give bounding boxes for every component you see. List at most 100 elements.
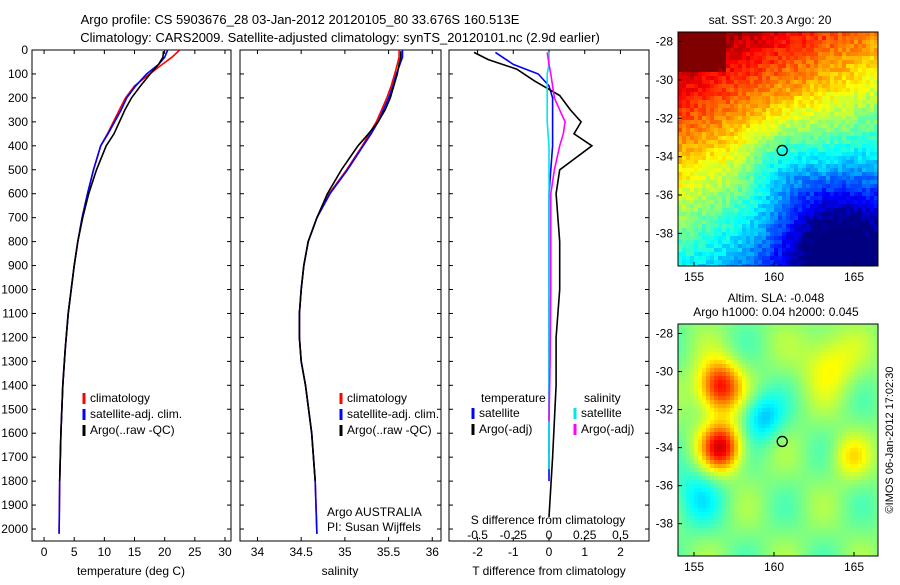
heatmap-cell [842, 108, 847, 113]
heatmap-cell [714, 208, 719, 213]
heatmap-cell [746, 516, 751, 521]
heatmap-cell [702, 80, 707, 85]
heatmap-cell [782, 60, 787, 65]
heatmap-cell [750, 252, 755, 257]
heatmap-cell [678, 84, 683, 89]
heatmap-cell [710, 532, 715, 537]
heatmap-cell [734, 432, 739, 437]
heatmap-cell [798, 164, 803, 169]
heatmap-cell [850, 184, 855, 189]
heatmap-cell [702, 372, 707, 377]
heatmap-cell [846, 172, 851, 177]
heatmap-cell [710, 360, 715, 365]
heatmap-cell [682, 360, 687, 365]
heatmap-cell [738, 172, 743, 177]
heatmap-cell [762, 404, 767, 409]
heatmap-cell [770, 448, 775, 453]
heatmap-cell [722, 372, 727, 377]
heatmap-cell [862, 260, 867, 265]
heatmap-cell [766, 412, 771, 417]
heatmap-cell [806, 132, 811, 137]
heatmap-cell [698, 60, 703, 65]
heatmap-cell [694, 236, 699, 241]
heatmap-cell [798, 68, 803, 73]
heatmap-cell [686, 496, 691, 501]
heatmap-cell [834, 256, 839, 261]
heatmap-cell [714, 140, 719, 145]
heatmap-cell [758, 504, 763, 509]
depth-tick-label: 1300 [1, 354, 28, 368]
heatmap-cell [702, 432, 707, 437]
heatmap-cell [726, 88, 731, 93]
heatmap-cell [702, 492, 707, 497]
heatmap-cell [770, 184, 775, 189]
heatmap-cell [866, 176, 871, 181]
heatmap-cell [870, 252, 875, 257]
heatmap-cell [690, 200, 695, 205]
heatmap-cell [870, 156, 875, 161]
heatmap-cell [714, 480, 719, 485]
heatmap-cell [722, 236, 727, 241]
heatmap-cell [734, 388, 739, 393]
heatmap-cell [774, 240, 779, 245]
heatmap-cell [682, 236, 687, 241]
heatmap-cell [718, 108, 723, 113]
heatmap-cell [730, 540, 735, 545]
heatmap-cell [802, 144, 807, 149]
heatmap-cell [802, 208, 807, 213]
heatmap-cell [830, 192, 835, 197]
heatmap-cell [678, 436, 683, 441]
heatmap-cell [738, 232, 743, 237]
heatmap-cell [718, 408, 723, 413]
heatmap-cell [786, 136, 791, 141]
heatmap-cell [782, 440, 787, 445]
heatmap-cell [854, 228, 859, 233]
heatmap-cell [754, 432, 759, 437]
heatmap-cell [762, 444, 767, 449]
heatmap-cell [766, 260, 771, 265]
heatmap-cell [778, 88, 783, 93]
heatmap-cell [738, 212, 743, 217]
heatmap-cell [846, 228, 851, 233]
heatmap-cell [770, 376, 775, 381]
heatmap-cell [690, 236, 695, 241]
heatmap-cell [750, 72, 755, 77]
heatmap-cell [718, 132, 723, 137]
heatmap-cell [730, 408, 735, 413]
heatmap-cell [722, 524, 727, 529]
heatmap-cell [722, 244, 727, 249]
heatmap-cell [810, 180, 815, 185]
heatmap-cell [734, 520, 739, 525]
x-tick-label: 34 [251, 545, 265, 559]
heatmap-cell [798, 384, 803, 389]
heatmap-cell [714, 440, 719, 445]
heatmap-cell [734, 204, 739, 209]
heatmap-cell [822, 108, 827, 113]
heatmap-cell [702, 468, 707, 473]
heatmap-cell [742, 532, 747, 537]
heatmap-cell [718, 544, 723, 549]
heatmap-cell [830, 260, 835, 265]
heatmap-cell [794, 192, 799, 197]
heatmap-cell [826, 84, 831, 89]
heatmap-cell [710, 428, 715, 433]
heatmap-cell [722, 196, 727, 201]
heatmap-cell [862, 220, 867, 225]
heatmap-cell [834, 252, 839, 257]
heatmap-cell [842, 168, 847, 173]
heatmap-cell [838, 56, 843, 61]
heatmap-cell [778, 372, 783, 377]
heatmap-cell [818, 216, 823, 221]
heatmap-cell [702, 328, 707, 333]
heatmap-cell [742, 384, 747, 389]
heatmap-cell [774, 416, 779, 421]
heatmap-cell [870, 232, 875, 237]
heatmap-cell [822, 224, 827, 229]
heatmap-cell [814, 168, 819, 173]
heatmap-cell [750, 124, 755, 129]
heatmap-cell [786, 120, 791, 125]
heatmap-cell [806, 240, 811, 245]
heatmap-cell [734, 128, 739, 133]
heatmap-cell [794, 200, 799, 205]
